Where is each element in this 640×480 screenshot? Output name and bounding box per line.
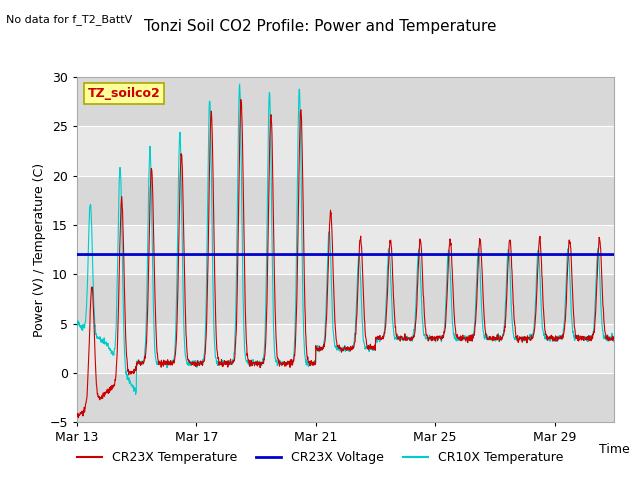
Bar xyxy=(77,176,614,225)
Text: TZ_soilco2: TZ_soilco2 xyxy=(88,87,160,100)
Bar xyxy=(77,126,614,176)
Y-axis label: Power (V) / Temperature (C): Power (V) / Temperature (C) xyxy=(33,163,47,336)
X-axis label: Time: Time xyxy=(599,443,630,456)
Bar xyxy=(77,77,614,126)
Text: No data for f_T2_BattV: No data for f_T2_BattV xyxy=(6,14,132,25)
Bar xyxy=(77,324,614,373)
Bar xyxy=(77,373,614,422)
Text: Tonzi Soil CO2 Profile: Power and Temperature: Tonzi Soil CO2 Profile: Power and Temper… xyxy=(144,19,496,34)
Bar xyxy=(77,274,614,324)
Bar xyxy=(77,225,614,274)
Legend: CR23X Temperature, CR23X Voltage, CR10X Temperature: CR23X Temperature, CR23X Voltage, CR10X … xyxy=(72,446,568,469)
